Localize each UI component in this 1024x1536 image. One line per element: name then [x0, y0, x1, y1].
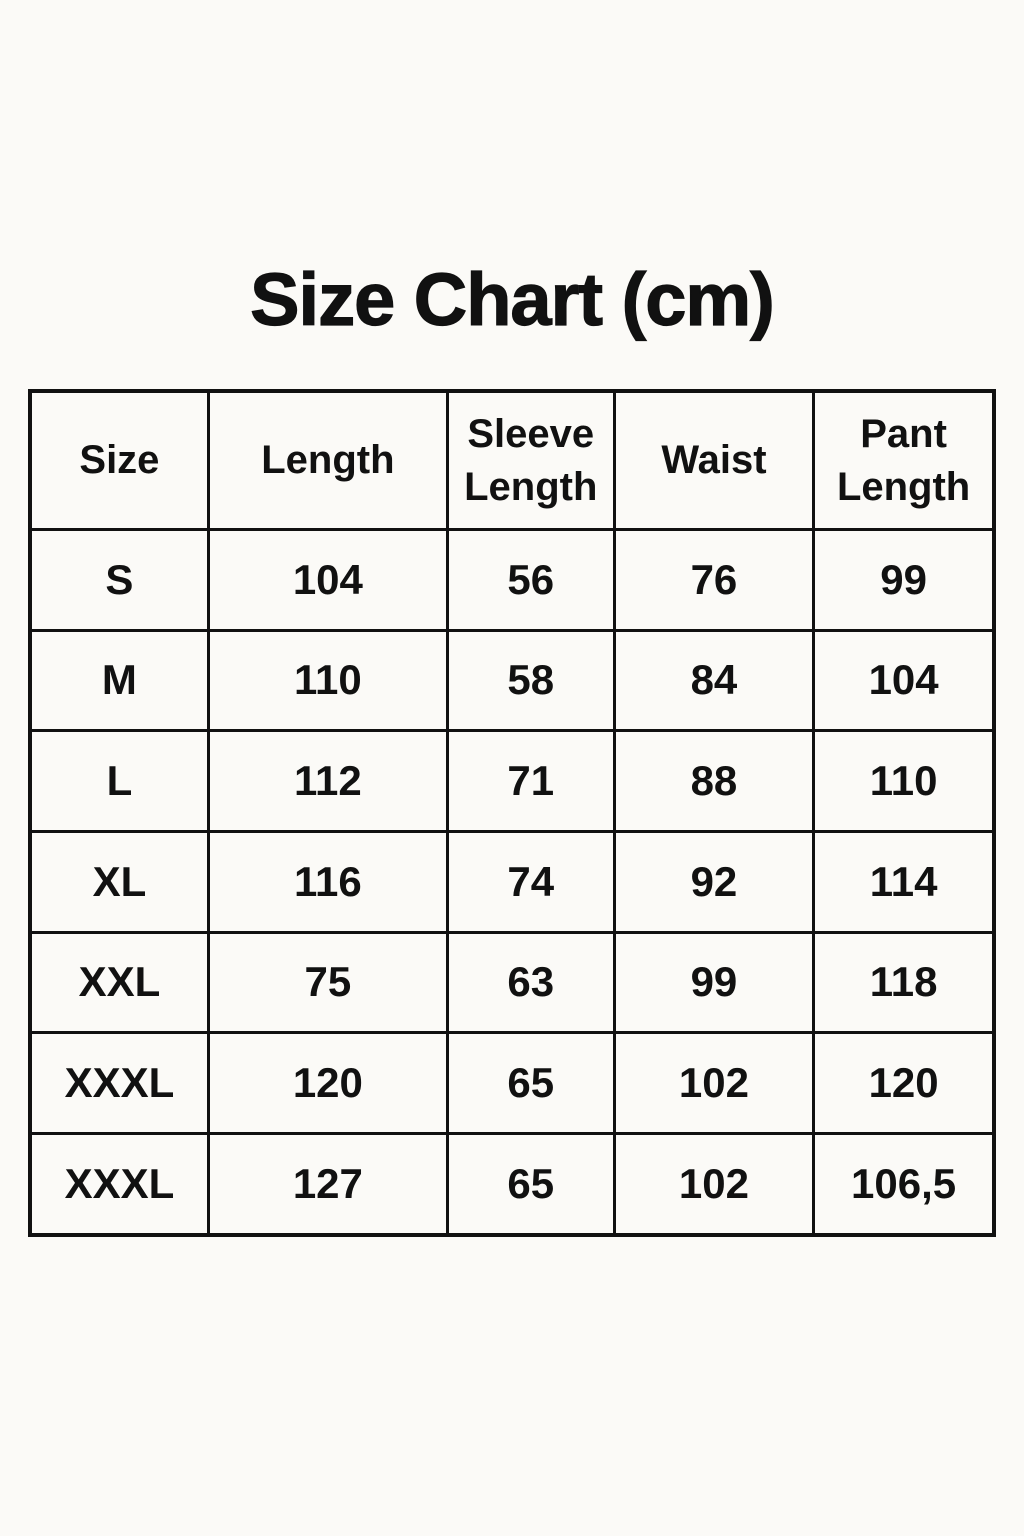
waist-cell: 76 [612, 528, 816, 632]
pant-length-cell: 106,5 [812, 1131, 996, 1237]
header-row: Size Length Sleeve Length Waist Pant Len… [28, 389, 996, 531]
table-row-xl: XL 116 74 92 114 [28, 829, 996, 934]
pant-length-cell: 110 [812, 729, 996, 833]
size-label-cell: XXXL [28, 1031, 210, 1135]
length-cell: 116 [206, 829, 449, 934]
length-cell: 120 [206, 1031, 449, 1135]
table-row-xxxl-2: XXXL 127 65 102 106,5 [28, 1131, 996, 1237]
pant-length-cell: 120 [812, 1031, 996, 1135]
sleeve-length-cell: 65 [445, 1031, 616, 1135]
page-title: Size Chart (cm) [250, 257, 776, 341]
length-cell: 112 [206, 729, 449, 833]
column-header-size: Size [28, 389, 210, 531]
sleeve-length-cell: 65 [445, 1131, 616, 1237]
sleeve-length-cell: 56 [445, 528, 616, 632]
waist-cell: 88 [612, 729, 816, 833]
pant-length-cell: 118 [812, 930, 996, 1035]
length-cell: 104 [206, 528, 449, 632]
length-cell: 110 [206, 628, 449, 733]
sleeve-length-cell: 74 [445, 829, 616, 934]
table-row-s: S 104 56 76 99 [28, 528, 996, 632]
table-row-xxxl: XXXL 120 65 102 120 [28, 1031, 996, 1135]
size-chart-table: Size Length Sleeve Length Waist Pant Len… [28, 389, 996, 1237]
pant-length-cell: 104 [812, 628, 996, 733]
waist-cell: 102 [612, 1131, 816, 1237]
waist-cell: 84 [612, 628, 816, 733]
sleeve-length-cell: 63 [445, 930, 616, 1035]
table-row-l: L 112 71 88 110 [28, 729, 996, 833]
length-cell: 127 [206, 1131, 449, 1237]
column-header-sleeve-length: Sleeve Length [445, 389, 616, 531]
column-header-length: Length [206, 389, 449, 531]
table-row-m: M 110 58 84 104 [28, 628, 996, 733]
sleeve-length-cell: 58 [445, 628, 616, 733]
size-label-cell: S [28, 528, 210, 632]
sleeve-length-cell: 71 [445, 729, 616, 833]
size-label-cell: XXXL [28, 1131, 210, 1237]
waist-cell: 99 [612, 930, 816, 1035]
pant-length-cell: 114 [812, 829, 996, 934]
size-label-cell: XXL [28, 930, 210, 1035]
column-header-waist: Waist [612, 389, 816, 531]
waist-cell: 92 [612, 829, 816, 934]
size-label-cell: M [28, 628, 210, 733]
pant-length-cell: 99 [812, 528, 996, 632]
waist-cell: 102 [612, 1031, 816, 1135]
size-label-cell: L [28, 729, 210, 833]
column-header-pant-length: Pant Length [812, 389, 996, 531]
table-row-xxl: XXL 75 63 99 118 [28, 930, 996, 1035]
length-cell: 75 [206, 930, 449, 1035]
size-label-cell: XL [28, 829, 210, 934]
